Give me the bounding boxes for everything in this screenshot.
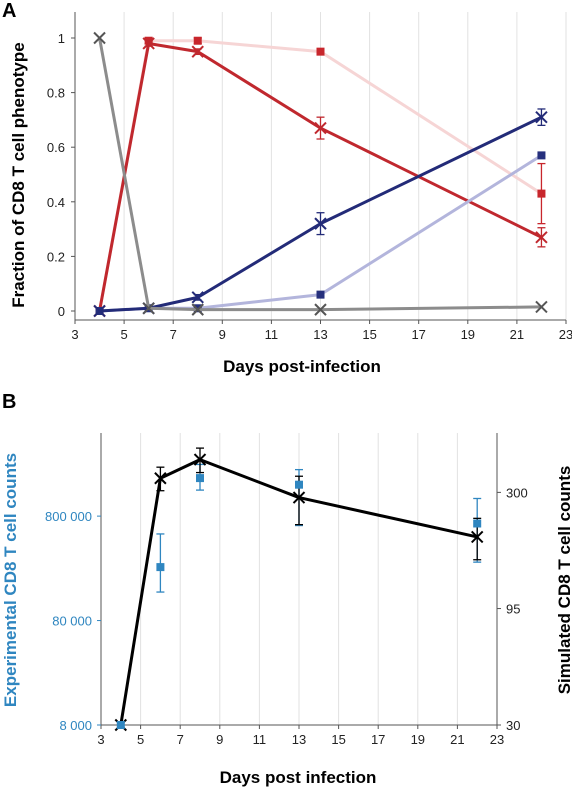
panel-b-series [114,447,484,732]
panel-b-x-tick-label: 19 [411,732,425,747]
panel-a-chart: 3 5 7 9 11 13 15 17 19 21 23 0 0.2 0.4 0.6 0.8 1 Days p… [9,12,572,376]
panel-b-x-tick-label: 3 [97,732,104,747]
panel-b-x-tick-label: 21 [450,732,464,747]
panel-a-series-1-point [535,231,548,244]
panel-b-experimental-point [116,721,125,729]
panel-a-y-tick-label: 0.4 [47,195,65,210]
panel-a-series-4-point [93,31,106,45]
panel-b-x-tick-labels: 3 5 7 9 11 13 15 17 19 21 23 [97,732,504,747]
panel-a-y-tick-label: 1 [58,31,65,46]
panel-b-left-y-tick-label: 8 000 [59,718,92,733]
panel-a-x-axis-title: Days post-infection [223,357,381,376]
panel-b-x-tick-label: 23 [490,732,504,747]
panel-b-experimental-point [196,474,204,483]
panel-a-y-tick-label: 0.6 [47,140,65,155]
panel-a-x-tick-label: 15 [362,327,376,342]
panel-b-simulated-point [193,453,207,466]
panel-b-left-y-tick-label: 80 000 [52,614,92,629]
panel-b-right-y-tick-labels: 30 95 300 [506,485,528,733]
panel-a-x-tick-label: 5 [120,327,127,342]
panel-b-right-y-axis-title: Simulated CD8 T cell counts [555,466,572,695]
panel-a-y-tick-label: 0 [58,304,65,319]
panel-a-series-1-point-stroke-b [191,45,204,58]
panel-a-series-0-point [537,189,546,198]
panel-b-x-tick-label: 13 [292,732,306,747]
panel-a-series-0-point [193,36,202,45]
panel-b-x-tick-label: 11 [253,732,267,747]
panel-a-gridlines [123,12,567,320]
panel-a-x-tick-label: 17 [411,327,425,342]
panel-b-simulated-point [470,530,484,544]
panel-b-simulated-point [292,491,306,504]
panel-b-simulated-point-stroke-b [154,472,167,485]
panel-b-x-tick-label: 17 [371,732,385,747]
panel-b-right-y-tick-label: 30 [506,718,520,733]
panel-a-series-3-point [314,217,327,230]
panel-a-series-3-point-stroke-b [535,110,548,124]
panel-a-x-tick-label: 11 [265,327,279,342]
panel-b-simulated-point-stroke-b [292,491,306,504]
panel-a-x-tick-label: 21 [510,327,524,342]
panel-a-y-axis-title: Fraction of CD8 T cell phenotype [9,42,28,307]
panel-a-series-3-point-stroke-b [191,291,204,304]
panel-b-simulated-point-stroke-b [193,453,207,466]
panel-a-y-tick-label: 0.2 [47,249,65,264]
panel-b-experimental-point [156,563,165,572]
panel-a-series-4-point-stroke-b [93,31,106,45]
panel-a-series-4-point-stroke-b [535,300,548,314]
panel-a-x-tick-label: 3 [71,327,78,342]
panel-a-x-tick-label: 19 [461,327,475,342]
panel-b-simulated-point [154,472,167,485]
panel-a-x-tick-labels: 3 5 7 9 11 13 15 17 19 21 23 [71,327,572,342]
panel-a-y-tick-labels: 0 0.2 0.4 0.6 0.8 1 [47,31,65,319]
panel-a-series-4-point [314,303,327,316]
panel-a-y-tick-label: 0.8 [47,86,65,101]
panel-a-series [93,31,548,318]
panel-b-left-y-tick-label: 800 000 [45,509,92,524]
panel-a-series-4-point [535,300,548,314]
panel-a-series-3-point-stroke-b [93,304,106,318]
panel-a-series-1-point [142,37,155,50]
panel-b-x-tick-label: 15 [331,732,345,747]
panel-a-series-2-point [316,290,325,299]
panel-a-x-tick-label: 13 [313,327,327,342]
panel-a-series-3-point-stroke-b [314,217,327,230]
panel-a-series-1-point [314,121,327,135]
panel-b-left-y-axis-title: Experimental CD8 T cell counts [1,453,20,707]
panel-a-series-2-point [537,151,546,160]
panel-a-series-4-point [191,303,204,316]
panel-a-series-1-point [191,45,204,58]
panel-a-series-3-point [93,304,106,318]
panel-a-series-1-point-stroke-b [142,37,155,50]
panel-a-series-1-point-stroke-b [535,231,548,244]
panel-a-series-3-point [535,110,548,124]
panel-b-simulated-point-stroke-b [470,530,484,544]
panel-a-series-4-point-stroke-b [142,302,155,315]
panel-b-letter: B [2,391,16,413]
panel-a-axes [71,12,567,324]
panel-a-series-4-point-stroke-b [314,303,327,316]
panel-a-series-1-point-stroke-b [314,121,327,135]
panel-b-experimental-error-bar [156,533,165,593]
panel-a-series-4-point-stroke-b [191,303,204,316]
panel-b-chart: 3 5 7 9 11 13 15 17 19 21 23 8 000 80 000 800 000 30… [1,433,572,787]
panel-b-x-tick-label: 5 [137,732,144,747]
panel-b-x-tick-label: 7 [177,732,184,747]
panel-b-axes [97,433,501,729]
panel-b-left-y-tick-labels: 8 000 80 000 800 000 [45,509,92,733]
panel-b-right-y-tick-label: 95 [506,602,520,617]
panel-b-x-tick-label: 9 [216,732,223,747]
panel-a-series-4-point [142,302,155,315]
panel-a-series-0-point [316,47,325,56]
panel-b-experimental-point [295,480,303,489]
panel-a-x-tick-label: 7 [170,327,177,342]
panel-a-series-3-point [191,291,204,304]
panel-b-x-axis-title: Days post infection [220,768,377,787]
panel-b-experimental-point [473,519,482,528]
panel-a-x-tick-label: 23 [559,327,572,342]
panel-a-x-tick-label: 9 [219,327,226,342]
panel-a-letter: A [2,0,16,22]
panel-b-right-y-tick-label: 300 [506,485,528,500]
